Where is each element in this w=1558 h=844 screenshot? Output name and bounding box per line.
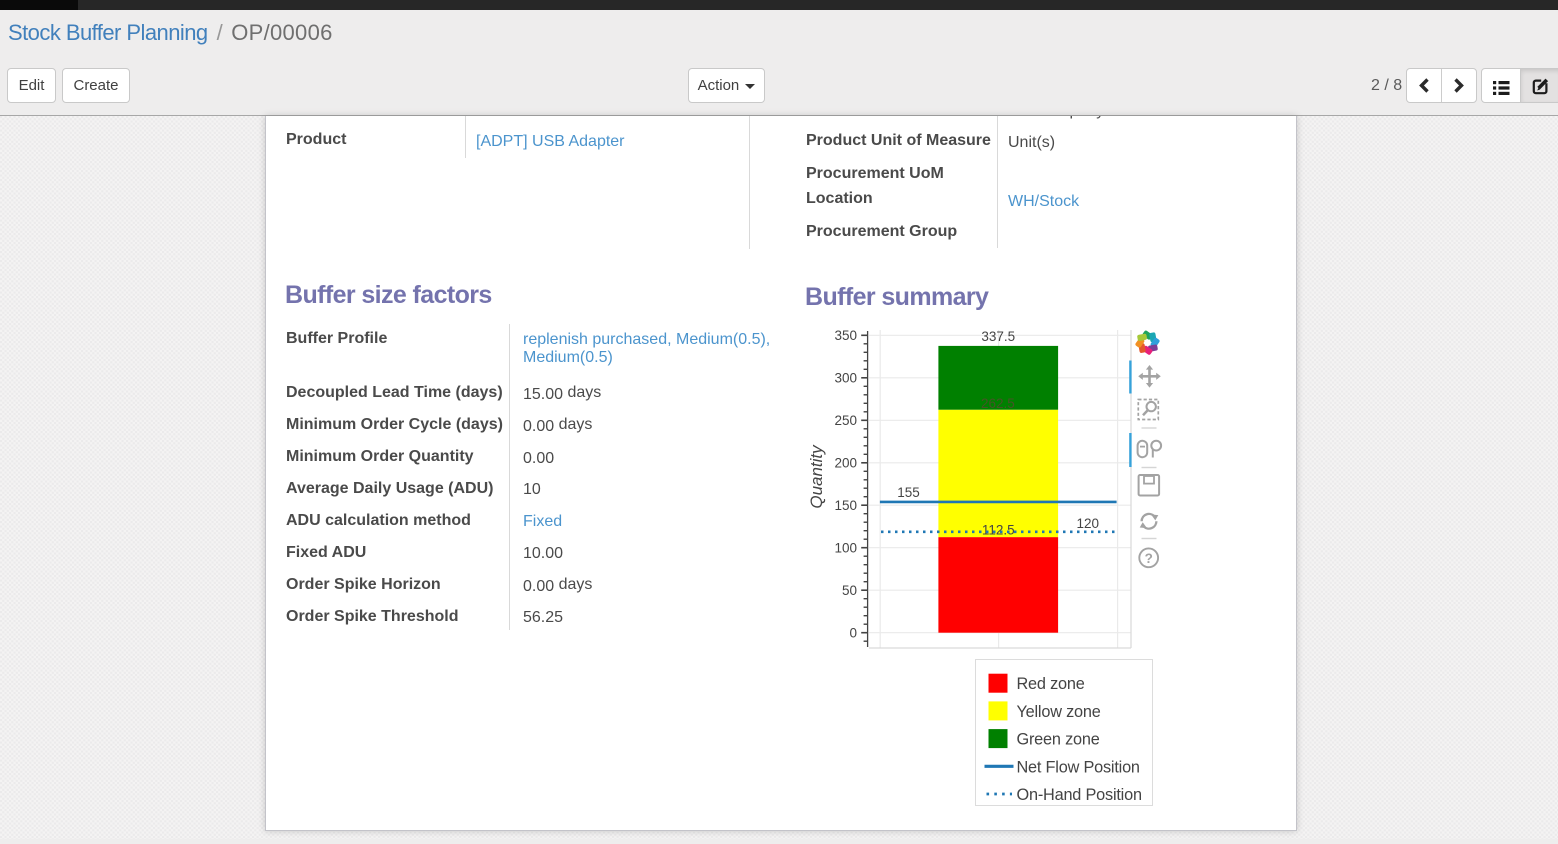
svg-text:155: 155 — [897, 485, 920, 500]
svg-text:100: 100 — [834, 541, 857, 556]
svg-text:337.5: 337.5 — [981, 329, 1015, 344]
svg-text:Yellow zone: Yellow zone — [1017, 703, 1101, 721]
svg-text:On-Hand Position: On-Hand Position — [1017, 786, 1142, 804]
svg-text:Green zone: Green zone — [1017, 731, 1100, 749]
svg-text:50: 50 — [842, 583, 857, 598]
svg-text:Net Flow Position: Net Flow Position — [1017, 758, 1140, 776]
svg-text:350: 350 — [834, 328, 857, 343]
svg-text:250: 250 — [834, 413, 857, 428]
svg-text:120: 120 — [1077, 516, 1100, 531]
svg-text:?: ? — [1145, 551, 1153, 566]
svg-text:0: 0 — [849, 626, 857, 641]
svg-text:150: 150 — [834, 498, 857, 513]
svg-text:200: 200 — [834, 456, 857, 471]
svg-text:Quantity: Quantity — [807, 444, 826, 509]
svg-text:112.5: 112.5 — [982, 523, 1015, 538]
svg-text:Red zone: Red zone — [1017, 675, 1085, 693]
svg-text:300: 300 — [834, 371, 857, 386]
svg-text:262.5: 262.5 — [981, 396, 1015, 411]
